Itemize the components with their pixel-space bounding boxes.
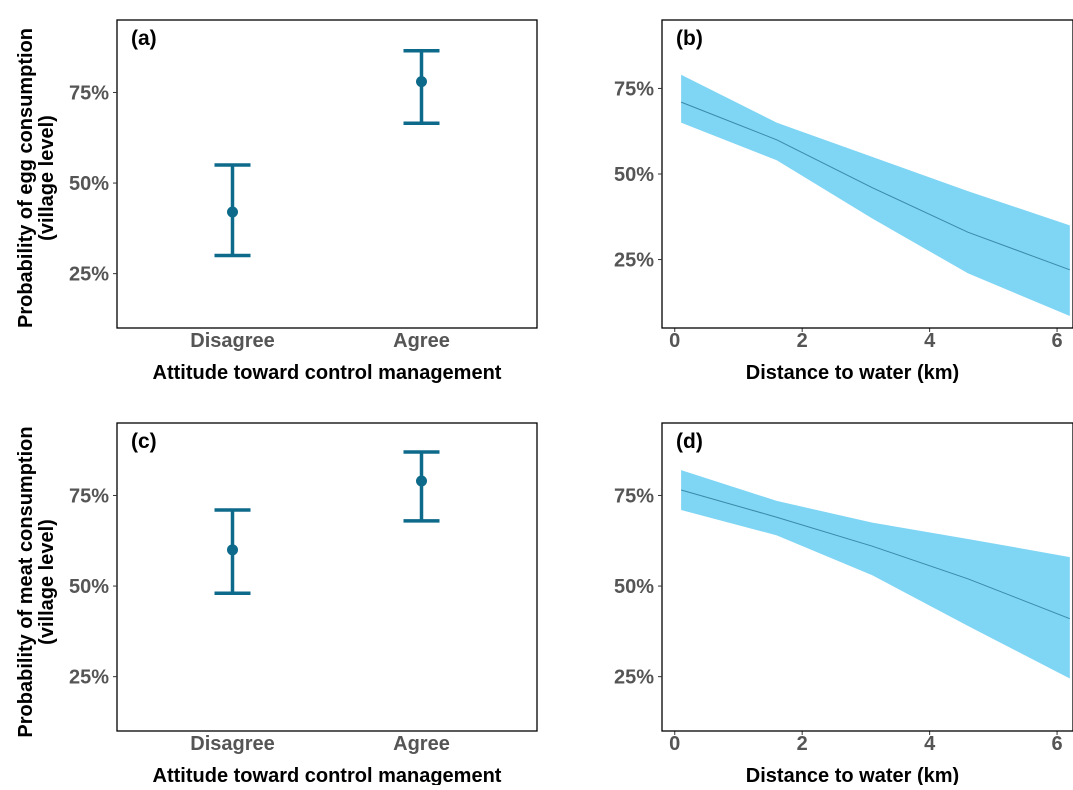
- y-tick-label: 25%: [69, 264, 109, 286]
- x-tick-label: Agree: [393, 330, 450, 352]
- errorbar-disagree: [214, 508, 251, 596]
- estimate-point: [227, 206, 238, 218]
- plot-frame: [116, 422, 538, 732]
- panel-label: (a): [131, 27, 157, 50]
- panel-label: (d): [676, 430, 703, 453]
- x-tick-label: 0: [669, 733, 680, 755]
- estimate-point: [416, 76, 427, 88]
- x-axis-title: Attitude toward control management: [153, 362, 502, 384]
- y-axis-title-top: Probability of egg consumption (village …: [15, 28, 58, 328]
- y-tick-label: 75%: [614, 485, 654, 507]
- plot-frame: [661, 422, 1073, 732]
- y-tick-label: 50%: [69, 173, 109, 195]
- y-tick-label: 50%: [614, 576, 654, 598]
- panel-label: (b): [676, 27, 703, 50]
- y-tick-label: 75%: [614, 78, 654, 100]
- x-axis-title: Distance to water (km): [746, 765, 959, 785]
- y-axis-title-top-line2: (village level): [36, 115, 58, 241]
- fitted-line: [680, 101, 1070, 271]
- x-tick-label: Disagree: [190, 330, 275, 352]
- x-tick-label: 2: [797, 330, 808, 352]
- x-tick-label: Disagree: [190, 733, 275, 755]
- panel-a: Disagree Agree 25% 50% 75% (a) Attitude toward…: [69, 19, 538, 384]
- confidence-band: [681, 470, 1070, 679]
- errorbar-disagree: [214, 163, 251, 258]
- y-axis-title-bottom: Probability of meat consumption (village…: [15, 426, 58, 737]
- x-axis-title: Distance to water (km): [746, 362, 959, 384]
- errorbar-agree: [403, 450, 440, 523]
- y-axis-title-bottom-line1: Probability of meat consumption: [15, 426, 37, 737]
- x-tick-label: 0: [669, 330, 680, 352]
- estimate-point: [416, 475, 427, 487]
- x-tick-label: 4: [924, 733, 936, 755]
- x-axis-title: Attitude toward control management: [153, 765, 502, 785]
- y-axis-title-top-line1: Probability of egg consumption: [15, 28, 37, 328]
- x-tick-label: Agree: [393, 733, 450, 755]
- y-tick-label: 25%: [69, 667, 109, 689]
- x-tick-label: 6: [1052, 733, 1063, 755]
- y-tick-label: 50%: [614, 164, 654, 186]
- y-tick-label: 75%: [69, 485, 109, 507]
- panel-b: 0 2 4 6 25% 50% 75% (b) Distance to water (km): [614, 19, 1073, 384]
- fitted-line: [680, 489, 1070, 620]
- y-axis-title-bottom-line2: (village level): [36, 519, 58, 645]
- y-tick-label: 25%: [614, 250, 654, 272]
- x-tick-label: 6: [1052, 330, 1063, 352]
- panel-label: (c): [131, 430, 157, 453]
- y-tick-label: 50%: [69, 576, 109, 598]
- errorbar-agree: [403, 49, 440, 126]
- y-tick-label: 75%: [69, 82, 109, 104]
- estimate-point: [227, 544, 238, 556]
- panel-c: Disagree Agree 25% 50% 75% (c) Attitude toward…: [69, 422, 538, 787]
- plot-frame: [116, 19, 538, 329]
- x-tick-label: 4: [924, 330, 936, 352]
- panel-d: 0 2 4 6 25% 50% 75% (d) Distance to water (km): [614, 422, 1073, 787]
- x-tick-label: 2: [797, 733, 808, 755]
- y-tick-label: 25%: [614, 667, 654, 689]
- confidence-band: [681, 74, 1070, 317]
